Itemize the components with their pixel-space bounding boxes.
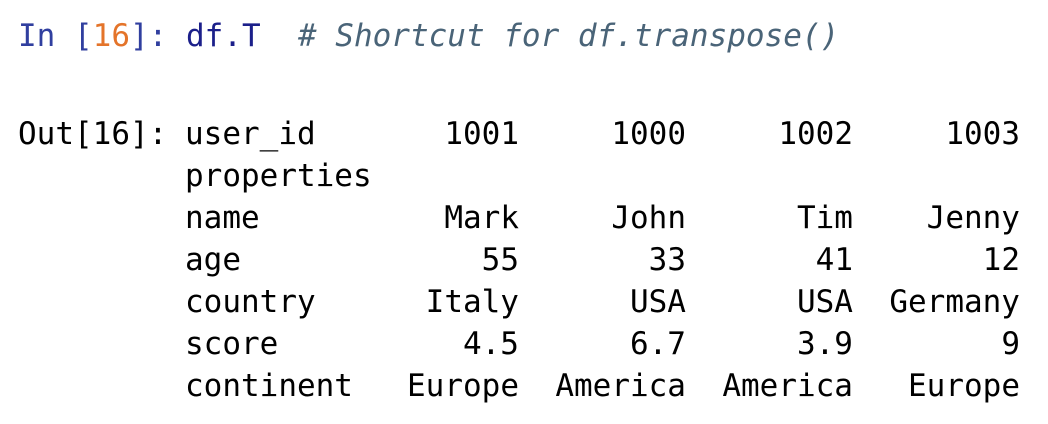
- row-label: continent: [185, 368, 353, 404]
- row-label: age: [185, 242, 241, 278]
- table-cell: Italy: [425, 284, 519, 320]
- table-row: continent Europe America America Europe: [185, 365, 1020, 407]
- table-cell: America: [555, 368, 686, 404]
- input-cell[interactable]: In [16]: df.T # Shortcut for df.transpos…: [18, 15, 839, 57]
- code-text: df.T: [185, 18, 261, 54]
- column-header: 1000: [611, 116, 686, 152]
- table-cell: 55: [481, 242, 519, 278]
- column-header-row: user_id 1001 1000 1002 1003: [185, 113, 1020, 155]
- table-cell: Mark: [444, 200, 519, 236]
- table-cell: 9: [1001, 326, 1020, 362]
- table-cell: Tim: [796, 200, 853, 236]
- column-header: 1002: [778, 116, 853, 152]
- table-row: score 4.5 6.7 3.9 9: [185, 323, 1020, 365]
- row-label: score: [185, 326, 279, 362]
- table-row: country Italy USA USA Germany: [185, 281, 1020, 323]
- out-prompt-label: Out[16]:: [18, 116, 168, 152]
- column-header: 1001: [444, 116, 519, 152]
- table-cell: 12: [982, 242, 1020, 278]
- table-cell: USA: [629, 284, 686, 320]
- table-row: name Mark John Tim Jenny: [185, 197, 1020, 239]
- index-name: properties: [185, 158, 372, 194]
- dataframe-output: user_id 1001 1000 1002 1003 properties n…: [185, 113, 1020, 407]
- table-cell: USA: [796, 284, 853, 320]
- column-header: 1003: [945, 116, 1020, 152]
- table-cell: 6.7: [629, 326, 686, 362]
- table-cell: 4.5: [462, 326, 519, 362]
- index-name-row: properties: [185, 155, 1020, 197]
- table-cell: Germany: [889, 284, 1020, 320]
- row-label: country: [185, 284, 316, 320]
- table-cell: America: [722, 368, 853, 404]
- table-cell: Europe: [407, 368, 519, 404]
- code-comment: # Shortcut for df.transpose(): [260, 18, 840, 54]
- row-label: name: [185, 200, 260, 236]
- table-cell: 33: [648, 242, 686, 278]
- table-cell: 3.9: [796, 326, 853, 362]
- table-cell: Jenny: [926, 200, 1020, 236]
- in-prompt-label: In [: [18, 18, 93, 54]
- table-row: age 55 33 41 12: [185, 239, 1020, 281]
- in-prompt-close: ]:: [129, 18, 186, 54]
- table-cell: Europe: [908, 368, 1020, 404]
- table-cell: John: [611, 200, 686, 236]
- table-cell: 41: [815, 242, 853, 278]
- execution-count: 16: [92, 18, 130, 54]
- columns-name: user_id: [185, 116, 316, 152]
